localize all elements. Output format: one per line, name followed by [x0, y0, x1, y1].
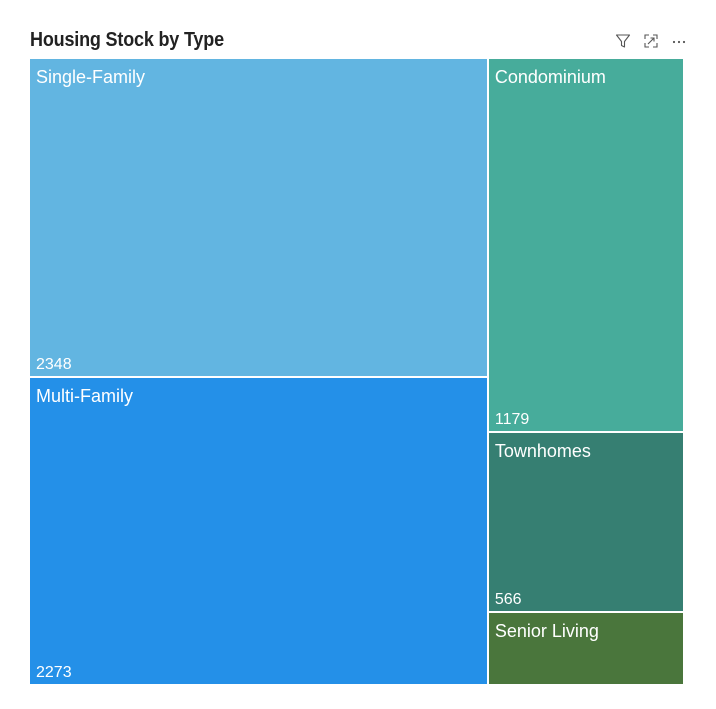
tile-value: 2348	[36, 355, 72, 373]
tile-label: Single-Family	[36, 67, 146, 87]
tile-label: Senior Living	[494, 620, 599, 641]
tile-label: Multi-Family	[36, 385, 133, 406]
focus-mode-icon[interactable]	[642, 32, 660, 50]
treemap-tile-senior-living[interactable]: Senior Living	[488, 612, 685, 686]
tile-label: Townhomes	[494, 441, 591, 462]
treemap-tile-multi-family[interactable]: Multi-Family 2273	[30, 377, 489, 686]
tile-value: 2273	[36, 663, 72, 681]
visual-header-toolbar	[614, 30, 688, 52]
tile-value: 566	[494, 590, 522, 608]
treemap-tile-single-family[interactable]: Single-Family 2348	[30, 59, 489, 378]
chart-title: Housing Stock by Type	[30, 29, 224, 51]
tile-label: Condominium	[494, 67, 606, 87]
treemap-tile-townhomes[interactable]: Townhomes 566	[488, 433, 685, 613]
tile-value: 1179	[494, 411, 530, 429]
treemap-tile-condominium[interactable]: Condominium 1179	[488, 59, 685, 434]
treemap-chart: Single-Family 2348 Multi-Family 2273 Condomi…	[30, 59, 685, 686]
more-options-icon[interactable]	[670, 32, 688, 50]
filter-icon[interactable]	[614, 32, 632, 50]
